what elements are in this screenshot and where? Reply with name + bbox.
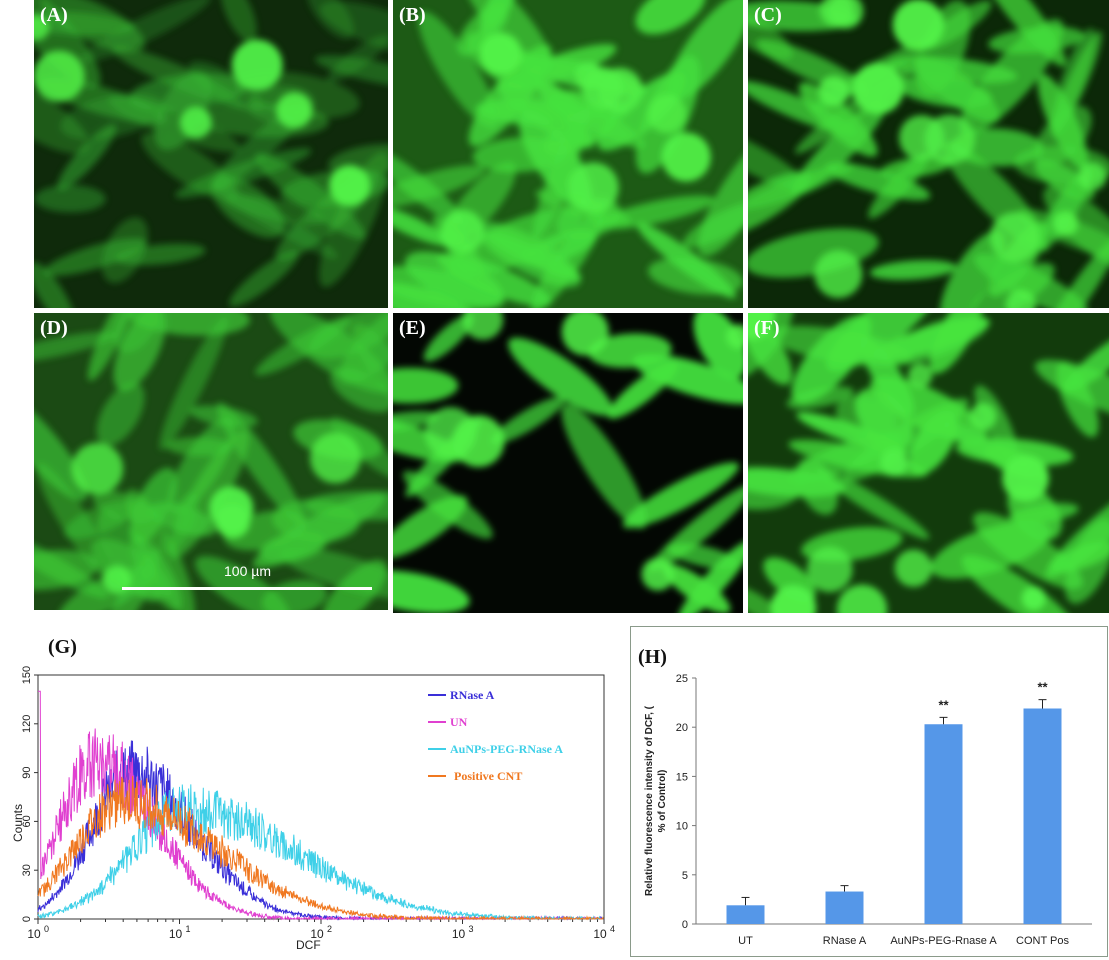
y-tick-label: 90 bbox=[21, 766, 33, 778]
cells-a bbox=[34, 0, 388, 308]
micrograph-a: (A) bbox=[34, 0, 388, 308]
y-tick-label: 0 bbox=[21, 916, 33, 922]
micrograph-d: (D) 100 µm bbox=[34, 313, 388, 610]
y-axis-label: Counts bbox=[11, 804, 25, 842]
y-axis-label: % of Control) bbox=[657, 770, 668, 833]
x-tick-exponent: 2 bbox=[327, 924, 332, 934]
x-tick-exponent: 3 bbox=[469, 924, 474, 934]
x-tick-label: 10 bbox=[593, 927, 607, 941]
x-tick-label: 10 bbox=[169, 927, 183, 941]
micrograph-b: (B) bbox=[393, 0, 743, 308]
category-label: UT bbox=[738, 935, 753, 947]
y-tick-label: 15 bbox=[676, 771, 688, 783]
micrograph-c: (C) bbox=[748, 0, 1109, 308]
legend-label: RNase A bbox=[450, 688, 495, 702]
scale-bar bbox=[122, 587, 372, 590]
bar bbox=[825, 891, 864, 924]
cells-e bbox=[393, 313, 743, 613]
panel-label-c: (C) bbox=[754, 4, 782, 26]
micrograph-f: (F) bbox=[748, 313, 1109, 613]
x-tick-exponent: 4 bbox=[610, 924, 615, 934]
panel-label-f: (F) bbox=[754, 317, 780, 339]
panel-label-g: (G) bbox=[48, 636, 77, 658]
x-tick-label: 10 bbox=[27, 927, 41, 941]
y-tick-label: 5 bbox=[682, 870, 688, 882]
cells-f bbox=[748, 313, 1109, 613]
legend-label: AuNPs-PEG-RNase A bbox=[450, 742, 563, 756]
cells-b bbox=[393, 0, 743, 308]
panel-label-b: (B) bbox=[399, 4, 426, 26]
panel-label-a: (A) bbox=[40, 4, 68, 26]
micrograph-e: (E) bbox=[393, 313, 743, 613]
bar-chart: 0 5 10 15 20 25 UT RNase A AuNPs-PEG-Rnase A ** CO… bbox=[644, 673, 1092, 947]
bar bbox=[1023, 708, 1062, 924]
y-tick-label: 25 bbox=[676, 673, 688, 685]
bar bbox=[924, 724, 963, 924]
y-tick-label: 20 bbox=[676, 722, 688, 734]
significance-label: ** bbox=[938, 697, 949, 712]
y-tick-label: 0 bbox=[682, 919, 688, 931]
y-tick-label: 120 bbox=[21, 715, 33, 733]
scale-bar-label: 100 µm bbox=[224, 563, 271, 579]
cells-c bbox=[748, 0, 1109, 308]
y-tick-label: 10 bbox=[676, 821, 688, 833]
x-tick-exponent: 0 bbox=[44, 924, 49, 934]
panel-label-h: (H) bbox=[638, 646, 667, 668]
cells-d bbox=[34, 313, 388, 610]
series-line-2 bbox=[37, 784, 604, 921]
x-tick-exponent: 1 bbox=[186, 924, 191, 934]
panel-label-e: (E) bbox=[399, 317, 426, 339]
significance-label: ** bbox=[1037, 680, 1048, 695]
legend-label: Positive CNT bbox=[454, 769, 522, 783]
y-tick-label: 30 bbox=[21, 864, 33, 876]
y-tick-label: 60 bbox=[21, 815, 33, 827]
bar-chart-frame bbox=[630, 626, 1108, 957]
y-axis-label: Relative fluorescence intensity of DCF, … bbox=[644, 705, 655, 896]
bar bbox=[726, 905, 765, 924]
y-tick-label: 150 bbox=[21, 666, 33, 684]
category-label: RNase A bbox=[823, 935, 867, 947]
x-axis-label: DCF bbox=[296, 938, 321, 952]
series-line-3 bbox=[37, 776, 604, 921]
category-label: CONT Pos bbox=[1016, 935, 1069, 947]
panel-label-d: (D) bbox=[40, 317, 68, 339]
category-label: AuNPs-PEG-Rnase A bbox=[890, 935, 997, 947]
x-tick-label: 10 bbox=[310, 927, 324, 941]
x-tick-label: 10 bbox=[452, 927, 466, 941]
legend-label: UN bbox=[450, 715, 468, 729]
